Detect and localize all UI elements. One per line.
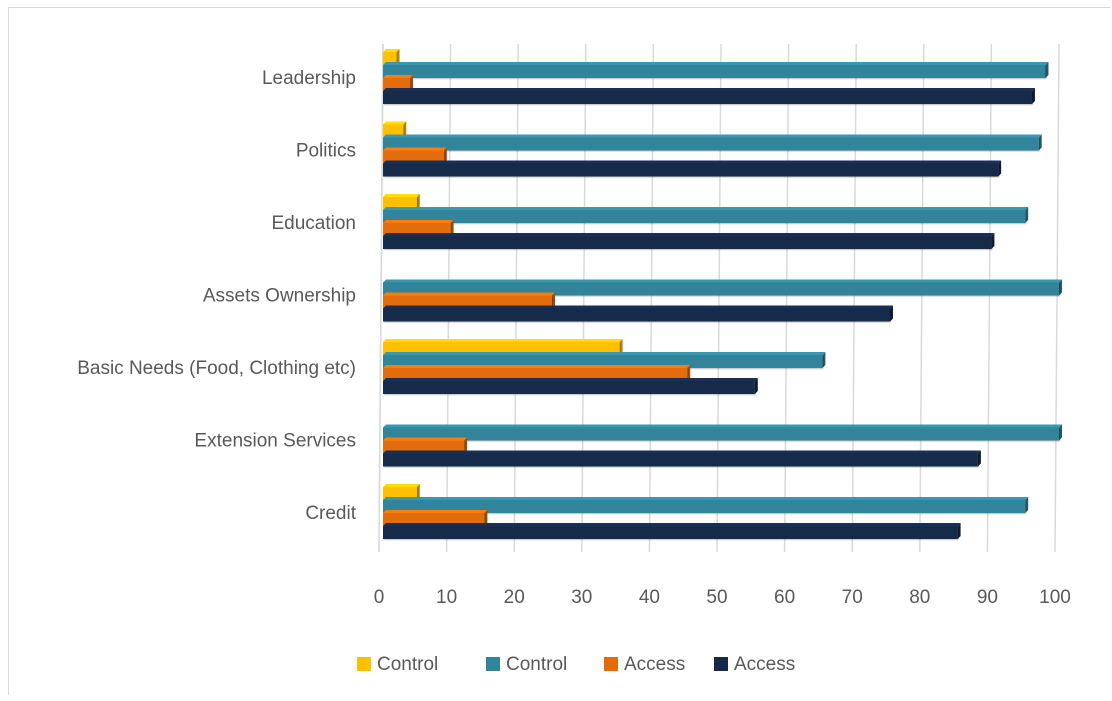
chart-frame — [8, 7, 1110, 695]
bar — [383, 484, 420, 500]
bars — [383, 49, 1062, 539]
bar — [383, 424, 1062, 441]
bar — [383, 339, 623, 355]
bar — [383, 147, 447, 164]
gridline — [919, 43, 925, 553]
bar — [383, 365, 691, 381]
gridline — [581, 43, 587, 553]
gridline — [1054, 43, 1060, 553]
bar — [383, 220, 454, 236]
bar — [383, 233, 995, 249]
bar — [383, 510, 488, 526]
bar — [383, 378, 758, 394]
legend-swatch — [357, 657, 371, 671]
legend-swatch — [486, 657, 500, 671]
bar — [383, 134, 1042, 151]
legend-item: Access — [604, 654, 685, 675]
bar — [383, 352, 826, 368]
legend-label: Control — [377, 654, 438, 675]
gridline — [648, 43, 655, 553]
bar — [383, 523, 961, 539]
legend-swatch — [604, 657, 618, 671]
gridline — [986, 43, 993, 553]
x-tick-label: 20 — [504, 587, 525, 608]
legend-item: Control — [486, 654, 567, 675]
category-labels: Leadership Politics Education Assets Owners… — [77, 68, 357, 524]
bar — [383, 450, 981, 467]
legend-label: Control — [506, 654, 567, 675]
x-tick-label: 0 — [374, 587, 385, 608]
bar — [383, 279, 1062, 296]
x-tick-label: 70 — [842, 587, 863, 608]
category-axis — [378, 43, 384, 553]
bar — [383, 160, 1002, 177]
category-axis-line — [378, 43, 384, 553]
x-tick-labels: 0 10 20 30 40 50 60 70 80 90 100 — [374, 587, 1071, 608]
x-tick-label: 60 — [774, 587, 795, 608]
gridline — [783, 43, 790, 553]
bar — [383, 305, 893, 322]
gridline — [851, 43, 857, 553]
legend-label: Access — [734, 654, 795, 675]
x-tick-label: 10 — [436, 587, 457, 608]
bar — [383, 49, 400, 65]
bar — [383, 88, 1035, 104]
category-label: Basic Needs (Food, Clothing etc) — [77, 358, 356, 379]
category-label: Politics — [296, 141, 356, 162]
bar — [383, 121, 407, 138]
x-tick-label: 90 — [977, 587, 998, 608]
legend-item: Control — [357, 654, 438, 675]
bar — [383, 292, 555, 309]
category-label: Leadership — [262, 68, 356, 89]
x-tick-label: 30 — [571, 587, 592, 608]
bar — [383, 207, 1029, 223]
bar — [383, 437, 468, 454]
x-tick-label: 50 — [706, 587, 727, 608]
category-label: Education — [271, 213, 356, 234]
gridline — [716, 43, 722, 553]
legend-swatch — [714, 657, 728, 671]
bar — [383, 497, 1029, 513]
x-tick-label: 80 — [909, 587, 930, 608]
legend-label: Access — [624, 654, 685, 675]
category-label: Credit — [305, 503, 356, 524]
category-label: Assets Ownership — [203, 286, 356, 307]
x-tick-label: 40 — [639, 587, 660, 608]
category-label: Extension Services — [194, 431, 356, 452]
bar — [383, 75, 414, 91]
bar — [383, 62, 1049, 78]
legend: Control Control Access Access — [357, 654, 795, 675]
bar — [383, 194, 420, 210]
legend-item: Access — [714, 654, 795, 675]
x-tick-label: 100 — [1039, 587, 1071, 608]
